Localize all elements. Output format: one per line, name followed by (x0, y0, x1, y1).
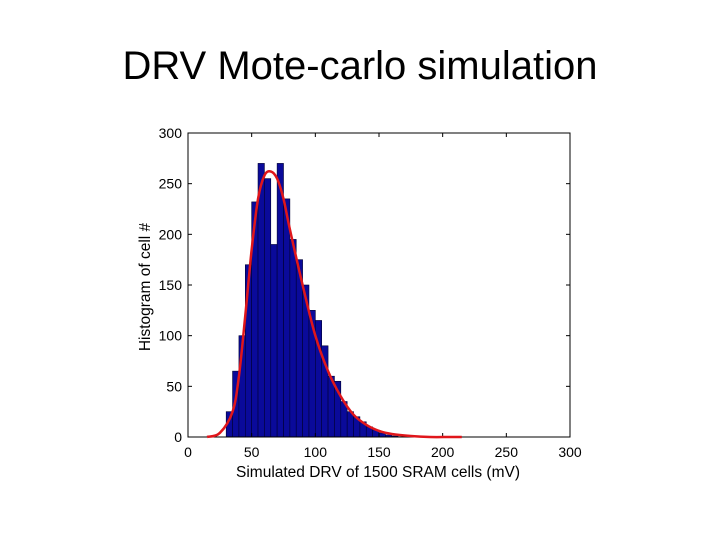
x-tick-label-6: 300 (558, 444, 582, 460)
histogram-bar-9 (283, 198, 291, 438)
y-tick-label-3: 150 (159, 277, 183, 293)
y-tick-label-0: 0 (174, 429, 182, 445)
x-tick-label-4: 200 (431, 444, 455, 460)
histogram-bar-5 (257, 163, 265, 438)
histogram-bar-7 (270, 244, 278, 438)
histogram-bar-8 (276, 163, 284, 438)
x-tick-label-1: 50 (244, 444, 260, 460)
y-tick-label-1: 50 (166, 378, 182, 394)
slide-title: DRV Mote-carlo simulation (122, 44, 598, 88)
fit-curve-line (206, 170, 462, 439)
y-axis-ticks: 0 50 100 150 200 250 300 (159, 125, 570, 445)
histogram-bar-10 (289, 239, 297, 438)
histogram-bar-6 (264, 178, 272, 438)
x-tick-label-5: 250 (495, 444, 519, 460)
y-tick-label-5: 250 (159, 176, 183, 192)
x-tick-label-2: 100 (304, 444, 328, 460)
y-tick-label-2: 100 (159, 328, 183, 344)
y-tick-label-4: 200 (159, 226, 183, 242)
x-axis-ticks: 0 50 100 150 200 250 300 (184, 133, 582, 460)
x-tick-label-3: 150 (367, 444, 391, 460)
y-tick-label-6: 300 (159, 125, 183, 141)
x-tick-label-0: 0 (184, 444, 192, 460)
y-axis-label: Histogram of cell # (137, 222, 154, 351)
x-axis-label: Simulated DRV of 1500 SRAM cells (mV) (236, 464, 520, 481)
